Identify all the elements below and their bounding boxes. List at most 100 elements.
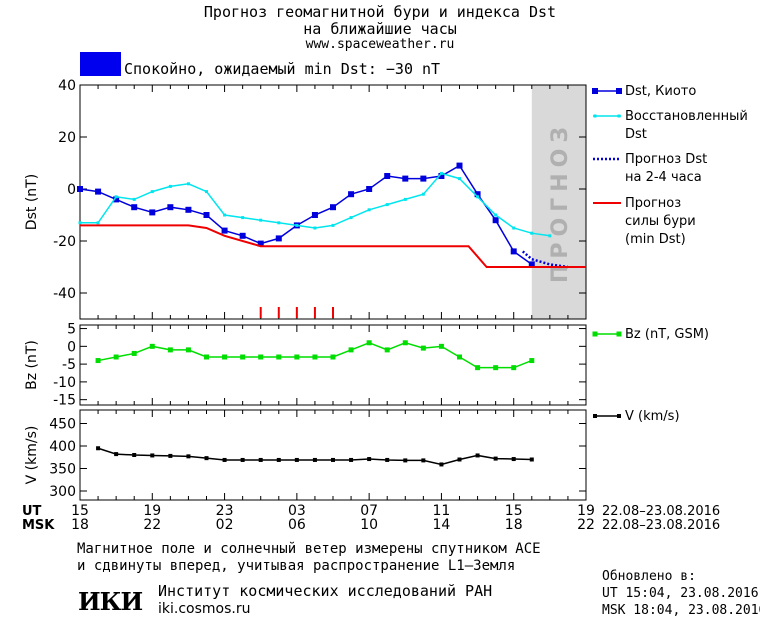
data-point: [366, 186, 373, 192]
data-point: [114, 452, 119, 457]
data-point: [420, 345, 426, 351]
data-point: [403, 197, 407, 201]
legend-marker: [616, 88, 622, 94]
legend-label: Bz (nT, GSM): [625, 327, 709, 342]
legend-marker: [593, 114, 597, 118]
series-line: [97, 341, 533, 369]
legend-label: Dst, Киото: [625, 84, 696, 99]
iki-logo: ИКИ: [78, 587, 143, 616]
data-point: [367, 457, 372, 462]
y-axis-label: V (km/s): [24, 426, 40, 485]
legend-marker: [617, 114, 621, 118]
data-point: [349, 216, 353, 220]
data-point: [493, 456, 498, 461]
series-line: [80, 224, 586, 268]
data-point: [475, 453, 480, 458]
data-point: [276, 354, 282, 360]
panel-frame: [79, 409, 587, 501]
data-point: [348, 347, 354, 353]
data-point: [330, 354, 336, 360]
legend-label: Прогноз: [625, 196, 681, 211]
y-tick-label: -40: [53, 286, 76, 302]
data-point: [402, 340, 408, 346]
data-point: [311, 212, 318, 218]
x-tick-label-ut: 19: [577, 503, 595, 519]
data-point: [167, 204, 174, 211]
y-tick-label: 350: [49, 462, 76, 478]
y-tick-label: 20: [58, 130, 76, 146]
data-point: [95, 188, 102, 195]
y-tick-label: 0: [67, 339, 76, 355]
legend-label: на 2-4 часа: [625, 170, 702, 185]
source-url[interactable]: www.spaceweather.ru: [305, 37, 455, 52]
data-point: [348, 191, 355, 198]
dst-panel: ПРОГНОЗ 40 20 0 -20 -40 Dst (nT) Dst, Киото Восс…: [24, 78, 748, 320]
data-point: [132, 197, 136, 201]
y-axis-label: Dst (nT): [24, 174, 40, 230]
data-point: [132, 453, 137, 457]
data-point: [438, 343, 444, 349]
data-point: [239, 232, 246, 239]
footer-note-1: Магнитное поле и солнечный ветер измерен…: [77, 541, 541, 557]
footer-note-2: и сдвинуты вперед, учитывая распростране…: [77, 558, 516, 574]
data-point: [421, 458, 426, 463]
data-point: [331, 223, 335, 227]
data-point: [257, 240, 264, 247]
status-text: Спокойно, ожидаемый min Dst: −30 nT: [124, 60, 441, 78]
data-point: [438, 173, 445, 179]
data-point: [95, 358, 101, 364]
data-point: [114, 195, 118, 199]
y-axis-label: Bz (nT): [24, 340, 40, 390]
y-tick-label: -20: [53, 234, 76, 250]
data-point: [185, 347, 191, 353]
institute-url[interactable]: iki.cosmos.ru: [158, 601, 251, 617]
x-tick-label-msk: 18: [71, 517, 89, 533]
data-point: [294, 457, 299, 462]
v-panel: 450 400 350 300 V (km/s) V (km/s): [24, 409, 680, 501]
updated-ut: UT 15:04, 23.08.2016: [602, 586, 759, 601]
data-point: [474, 191, 481, 198]
x-tick-label-ut: 07: [360, 503, 378, 519]
panel-frame: [79, 84, 587, 320]
x-tick-label-ut: 19: [143, 503, 161, 519]
x-tick-label-msk: 10: [360, 517, 378, 533]
data-point: [349, 457, 354, 462]
data-point: [457, 354, 462, 360]
forecast-band: [531, 85, 586, 319]
chart-title-line2: на ближайшие часы: [303, 20, 457, 38]
legend-marker: [617, 414, 621, 418]
data-point: [403, 458, 408, 463]
data-point: [204, 354, 209, 360]
legend-marker: [593, 414, 597, 418]
x-tick-label-ut: 11: [433, 503, 451, 519]
data-point: [512, 226, 516, 230]
legend-marker: [592, 88, 598, 94]
data-point: [204, 456, 209, 461]
data-point: [131, 204, 138, 211]
data-point: [258, 457, 263, 462]
data-point: [78, 221, 82, 225]
data-point: [492, 217, 499, 224]
x-tick-label-msk: 22: [143, 517, 161, 533]
x-tick-label-ut: 03: [288, 503, 306, 519]
data-point: [457, 457, 462, 462]
series-line: [79, 164, 533, 266]
data-point: [113, 354, 119, 360]
data-point: [384, 347, 390, 353]
data-point: [420, 175, 427, 182]
data-point: [149, 209, 156, 216]
data-point: [223, 213, 227, 217]
data-point: [367, 208, 371, 212]
status-color-box: [80, 52, 121, 76]
data-point: [439, 462, 444, 467]
series-line: [521, 250, 569, 269]
data-point: [240, 457, 245, 462]
institute-name: Институт космических исследований РАН: [158, 582, 493, 600]
data-point: [456, 162, 463, 169]
data-point: [205, 190, 208, 194]
y-tick-label: 40: [58, 78, 76, 94]
legend-marker: [592, 331, 598, 337]
data-point: [168, 453, 173, 458]
data-point: [167, 347, 173, 353]
